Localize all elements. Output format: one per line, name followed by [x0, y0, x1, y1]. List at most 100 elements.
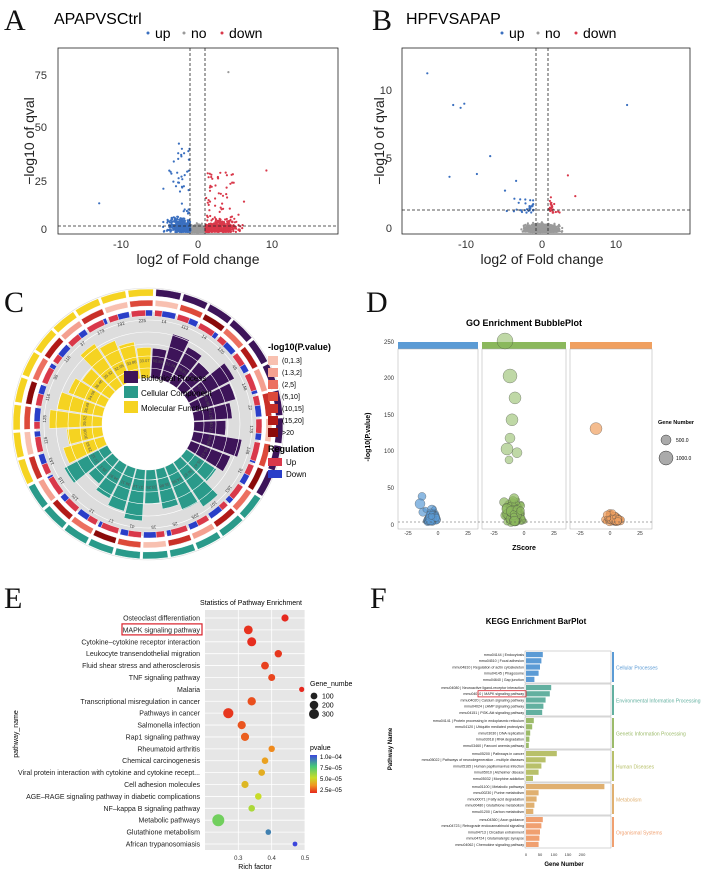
- color-legend-label: 1.0e−04: [320, 755, 343, 761]
- b-ytick-5: 5: [386, 153, 392, 165]
- volcano-point: [211, 217, 214, 221]
- circos-count-label: 98: [52, 373, 59, 380]
- circos-category-segment: [64, 524, 90, 545]
- volcano-point: [545, 225, 548, 228]
- volcano-point: [426, 72, 429, 75]
- kegg-bar-label: mmu03460 | Fanconi anemia pathway: [463, 744, 524, 748]
- volcano-point: [207, 176, 210, 179]
- volcano-point: [181, 228, 184, 231]
- d-xtick: 25: [551, 531, 557, 537]
- circos-down-segment: [97, 520, 104, 528]
- kegg-bar: [526, 709, 543, 715]
- circos-value-label: 36.46: [93, 378, 104, 390]
- circos-count-label: 178: [249, 425, 254, 433]
- f-xtick: 50: [538, 852, 543, 857]
- circos-down-segment: [48, 362, 57, 371]
- circos-down-segment: [57, 344, 71, 359]
- kegg-bar-label: mmu04062 | Chemokine signaling pathway: [455, 843, 524, 847]
- kegg-bar: [526, 829, 540, 835]
- volcano-point: [463, 102, 466, 105]
- d-xlabel: ZScore: [512, 545, 536, 552]
- kegg-bar-label: mmu04145 | Phagosome: [484, 672, 524, 676]
- volcano-point: [532, 199, 535, 202]
- circos-value-label: 35.47: [192, 458, 203, 470]
- volcano-point: [526, 224, 529, 227]
- circos-count-label: 118: [57, 476, 65, 485]
- pathway-dot: [241, 780, 249, 789]
- volcano-point: [187, 169, 190, 172]
- kegg-bar-label: mmu05200 | Pathways in cancer: [472, 752, 525, 756]
- panel-e-color-legend: pvalue 1.0e−04 7.5e−05 5.0e−05 2.5e−05: [310, 745, 343, 794]
- panel-label-f: F: [370, 582, 387, 615]
- center-legend-mf: Molecular Function: [141, 404, 209, 413]
- circos-value-label: 50.88: [152, 358, 163, 365]
- volcano-point: [452, 103, 455, 107]
- circos-up-segment: [130, 309, 146, 318]
- volcano-point: [180, 185, 184, 188]
- volcano-point: [519, 198, 522, 201]
- circos-value-label: 33.86: [126, 359, 138, 367]
- circos-category-segment: [17, 458, 34, 485]
- facet-bp: Biological Process: [397, 342, 479, 530]
- volcano-point: [225, 217, 228, 221]
- pathway-dot: [247, 637, 257, 647]
- volcano-point: [227, 223, 230, 226]
- circos-value-label: 60.81: [177, 366, 189, 376]
- volcano-point: [242, 200, 246, 203]
- volcano-point: [221, 202, 224, 205]
- size-legend-label: 200: [322, 703, 334, 710]
- circos-category-segment: [43, 505, 67, 529]
- kegg-bar: [526, 796, 537, 802]
- circos-count-label: 120: [217, 346, 226, 355]
- volcano-point: [229, 182, 232, 185]
- volcano-point: [197, 226, 200, 229]
- circos-value-label: 44.26: [207, 409, 214, 420]
- bubble: [606, 516, 611, 521]
- circos-value-label: 35.21: [200, 447, 209, 459]
- volcano-point: [219, 206, 222, 209]
- a-ytick-25: 25: [35, 176, 47, 188]
- kegg-bar-label: mmu01100 | Metabolic pathways: [472, 785, 524, 789]
- volcano-point: [176, 215, 180, 218]
- a-xtick-0: 0: [195, 239, 201, 251]
- pvalue-legend-swatch: [268, 404, 278, 413]
- kegg-bar-label: mmu04010 | MAPK signaling pathway: [463, 692, 524, 696]
- pathway-dot: [292, 841, 298, 847]
- volcano-point: [184, 229, 187, 232]
- kegg-bar: [526, 841, 539, 847]
- kegg-bar-label: mmu01200 | Carbon metabolism: [472, 810, 524, 814]
- size-legend-title: Gene_number: [310, 681, 352, 688]
- volcano-point: [525, 211, 528, 214]
- volcano-point: [554, 210, 557, 214]
- circos-down-segment: [165, 529, 172, 537]
- circos-pvalue-segment: [32, 357, 49, 382]
- circos-count-label: 14: [201, 334, 208, 341]
- circos-count-label: 125: [42, 414, 47, 422]
- circos-pvalue-segment: [25, 380, 38, 405]
- panel-e-rows: Osteoclast differentiation MAPK signaling…: [18, 614, 305, 849]
- volcano-point: [475, 172, 478, 176]
- volcano-point: [178, 190, 182, 193]
- bubble: [504, 432, 516, 444]
- volcano-point: [241, 227, 244, 230]
- pathway-dot: [281, 614, 289, 622]
- kegg-bar: [526, 835, 540, 841]
- volcano-point: [210, 219, 213, 222]
- circos-category-segment: [239, 494, 261, 519]
- volcano-point: [186, 219, 189, 222]
- volcano-point: [219, 171, 222, 174]
- circos-down-segment: [249, 459, 256, 464]
- circos-category-segment: [114, 547, 141, 559]
- panel-a-volcano-plot: A APAPVSCtrl up no down 0 25 50 75 -10 0…: [4, 4, 339, 267]
- volcano-point: [534, 230, 537, 233]
- panel-f-kegg-barplot: F KEGG Enrichment BarPlot mmu04144 | End…: [370, 582, 701, 868]
- volcano-point: [207, 203, 210, 206]
- circos-value-label: 28.63: [84, 441, 93, 453]
- circos-value-label: 34.97: [107, 472, 119, 482]
- pvalue-legend-swatch: [268, 416, 278, 425]
- volcano-point: [219, 192, 222, 195]
- pathway-label: Glutathione metabolism: [126, 830, 200, 837]
- volcano-point: [211, 177, 214, 180]
- b-xtick-neg10: -10: [458, 239, 474, 251]
- volcano-point: [171, 218, 174, 221]
